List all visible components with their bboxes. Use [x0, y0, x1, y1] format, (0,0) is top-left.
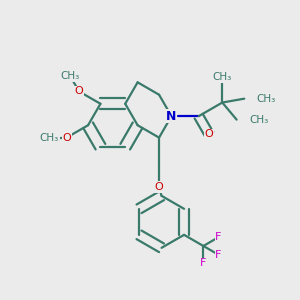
Text: F: F [215, 232, 222, 242]
Text: F: F [215, 250, 222, 260]
Text: CH₃: CH₃ [213, 72, 232, 82]
Text: F: F [200, 258, 207, 268]
Text: O: O [155, 182, 164, 192]
Text: O: O [75, 86, 83, 96]
Text: O: O [205, 129, 214, 140]
Text: CH₃: CH₃ [249, 115, 268, 124]
Text: CH₃: CH₃ [256, 94, 276, 104]
Text: CH₃: CH₃ [40, 133, 59, 142]
Text: O: O [62, 133, 71, 142]
Text: CH₃: CH₃ [61, 71, 80, 81]
Text: N: N [166, 110, 177, 123]
